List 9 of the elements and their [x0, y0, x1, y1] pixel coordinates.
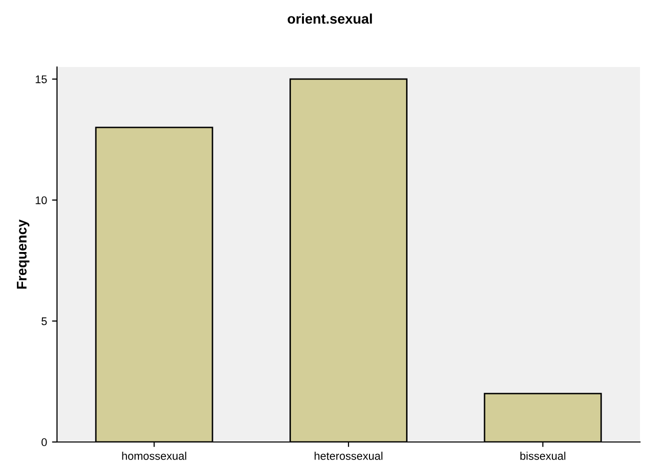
y-tick-label: 10 — [36, 196, 47, 204]
x-tick-label: bissexual — [520, 452, 566, 460]
y-tick-label: 5 — [42, 317, 47, 326]
x-tick-label: homossexual — [122, 452, 186, 460]
chart-title: orient.sexual — [288, 14, 372, 24]
x-tick-label: heterossexual — [314, 452, 382, 460]
y-tick-label: 0 — [42, 438, 47, 446]
y-axis-title: Frequency — [16, 219, 30, 289]
y-tick-label: 15 — [36, 75, 47, 84]
